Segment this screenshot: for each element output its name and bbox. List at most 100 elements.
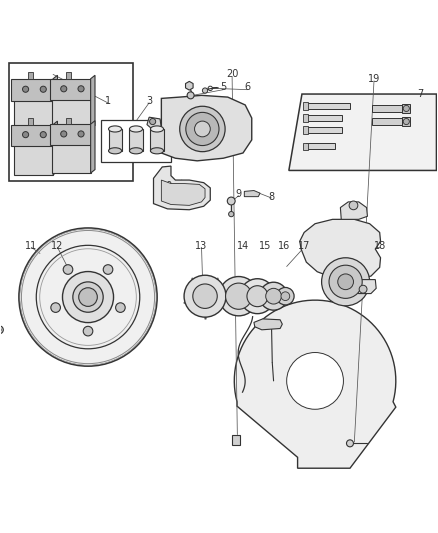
Ellipse shape — [150, 126, 163, 132]
Circle shape — [194, 121, 210, 137]
Circle shape — [40, 132, 46, 138]
Polygon shape — [53, 75, 57, 131]
Text: 4: 4 — [185, 111, 191, 121]
Circle shape — [287, 352, 343, 409]
Text: 1: 1 — [105, 95, 111, 106]
Circle shape — [346, 440, 353, 447]
Circle shape — [78, 86, 84, 92]
Circle shape — [116, 303, 125, 312]
Circle shape — [260, 282, 288, 310]
Polygon shape — [91, 120, 95, 173]
Polygon shape — [109, 129, 122, 151]
Circle shape — [240, 279, 275, 313]
Circle shape — [338, 274, 353, 289]
Bar — [303, 142, 308, 150]
Circle shape — [51, 303, 60, 312]
Circle shape — [193, 284, 217, 309]
Text: 8: 8 — [268, 192, 275, 201]
Circle shape — [186, 112, 219, 146]
Circle shape — [150, 118, 155, 125]
Circle shape — [83, 326, 93, 336]
Circle shape — [403, 106, 410, 111]
Circle shape — [329, 265, 362, 298]
Polygon shape — [49, 79, 93, 100]
Circle shape — [226, 283, 252, 309]
Circle shape — [19, 228, 157, 366]
Bar — [9, 63, 133, 181]
Polygon shape — [161, 95, 252, 161]
Polygon shape — [52, 143, 91, 173]
Circle shape — [79, 288, 97, 306]
Polygon shape — [147, 117, 161, 130]
Circle shape — [22, 86, 28, 92]
Circle shape — [229, 212, 234, 217]
Circle shape — [180, 106, 225, 152]
Polygon shape — [153, 166, 210, 210]
Bar — [66, 72, 71, 79]
Polygon shape — [161, 180, 205, 205]
Text: 20: 20 — [226, 69, 238, 79]
Text: 16: 16 — [278, 240, 290, 251]
Polygon shape — [254, 319, 283, 330]
Ellipse shape — [109, 126, 122, 132]
Polygon shape — [130, 129, 143, 151]
Bar — [101, 120, 171, 161]
Text: 5: 5 — [220, 83, 226, 93]
Text: 15: 15 — [259, 240, 271, 251]
Circle shape — [63, 265, 73, 274]
Ellipse shape — [130, 126, 143, 132]
Polygon shape — [350, 280, 376, 294]
Circle shape — [184, 275, 226, 317]
Polygon shape — [91, 75, 95, 129]
Polygon shape — [150, 129, 163, 151]
Circle shape — [61, 131, 67, 137]
Bar — [232, 435, 240, 445]
Circle shape — [247, 286, 268, 306]
Bar — [372, 118, 403, 125]
Bar — [306, 103, 350, 109]
Circle shape — [0, 326, 4, 334]
Text: 14: 14 — [237, 240, 249, 251]
Circle shape — [349, 201, 358, 210]
Bar — [28, 72, 33, 79]
Text: 9: 9 — [236, 189, 242, 199]
Circle shape — [266, 288, 282, 304]
Polygon shape — [49, 124, 93, 144]
Bar — [303, 126, 308, 134]
Bar — [306, 143, 335, 149]
Circle shape — [40, 86, 46, 92]
Bar — [28, 118, 33, 125]
Text: 6: 6 — [244, 83, 251, 93]
Bar — [306, 127, 342, 133]
Bar — [303, 102, 308, 110]
Text: 18: 18 — [374, 240, 387, 251]
Circle shape — [0, 328, 1, 332]
Text: 13: 13 — [195, 240, 208, 251]
Polygon shape — [244, 190, 260, 197]
Text: 19: 19 — [368, 74, 380, 84]
Circle shape — [219, 277, 258, 316]
Circle shape — [403, 118, 410, 125]
Polygon shape — [289, 94, 436, 171]
Ellipse shape — [109, 148, 122, 154]
Bar — [403, 103, 410, 113]
Circle shape — [73, 282, 103, 312]
Circle shape — [103, 265, 113, 274]
Polygon shape — [14, 144, 53, 175]
Circle shape — [227, 197, 235, 205]
Ellipse shape — [130, 148, 143, 154]
Polygon shape — [53, 121, 57, 175]
Circle shape — [202, 88, 208, 93]
Polygon shape — [52, 98, 91, 129]
Circle shape — [22, 132, 28, 138]
Bar — [303, 114, 308, 122]
Circle shape — [321, 258, 370, 306]
Text: 7: 7 — [417, 89, 423, 99]
Circle shape — [78, 131, 84, 137]
Circle shape — [63, 271, 113, 322]
Text: 3: 3 — [146, 95, 152, 106]
Circle shape — [359, 285, 367, 293]
Polygon shape — [234, 300, 396, 468]
Polygon shape — [14, 99, 53, 131]
Text: 11: 11 — [25, 240, 37, 251]
